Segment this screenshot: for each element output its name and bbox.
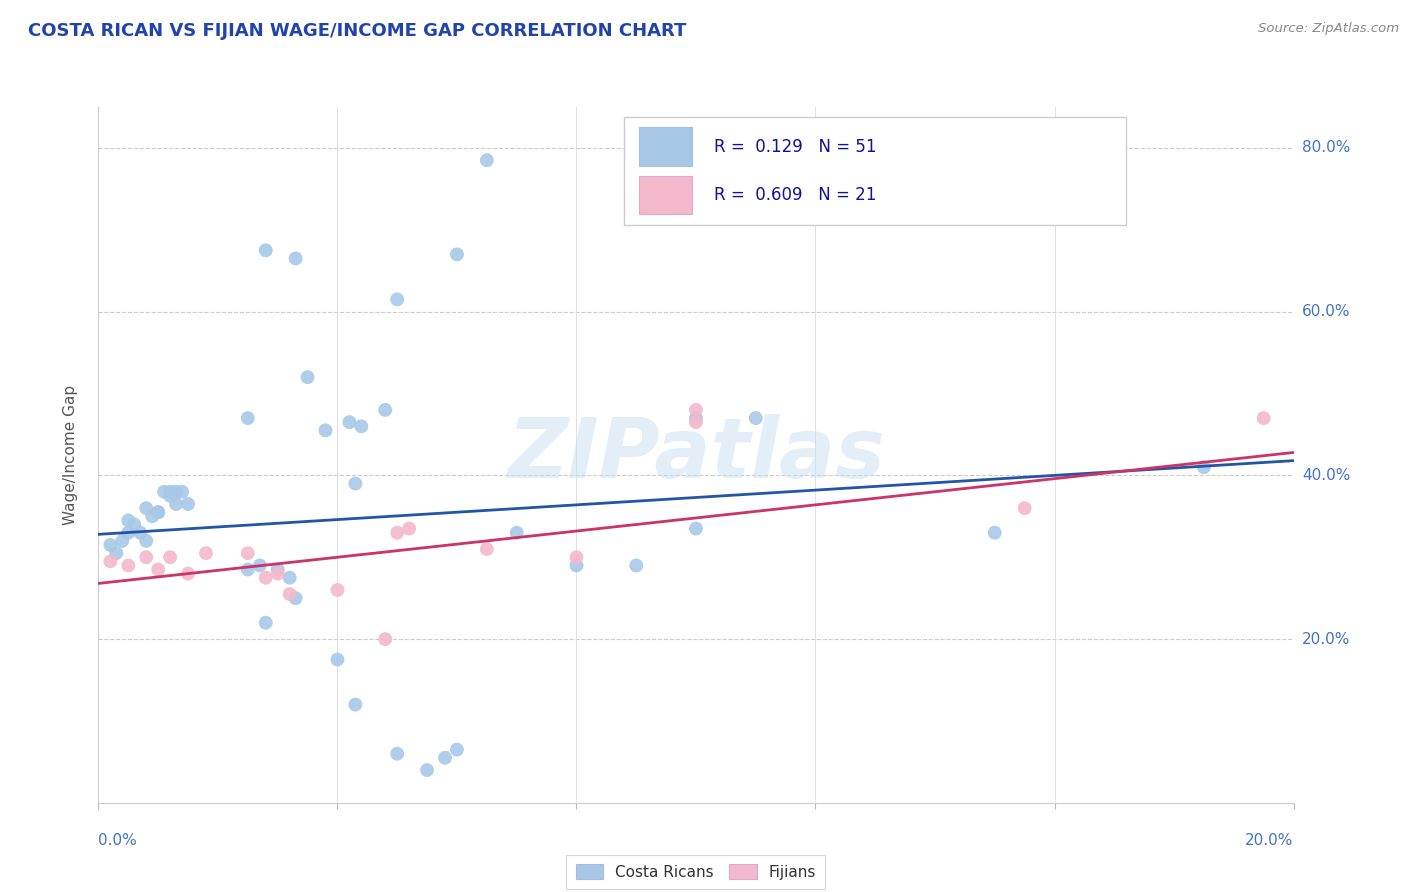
Point [236, 562, 259, 576]
Point [339, 415, 360, 429]
Point [983, 525, 1005, 540]
Point [177, 497, 200, 511]
FancyBboxPatch shape [638, 176, 692, 214]
Point [148, 505, 170, 519]
Point [284, 591, 307, 606]
Point [398, 522, 420, 536]
Point [141, 509, 163, 524]
Point [267, 566, 290, 581]
Point [111, 533, 134, 548]
Point [326, 582, 349, 597]
Text: R =  0.129   N = 51: R = 0.129 N = 51 [714, 137, 876, 155]
Point [135, 533, 157, 548]
Point [165, 497, 187, 511]
Point [117, 513, 139, 527]
Point [153, 484, 176, 499]
Point [177, 566, 200, 581]
Point [344, 476, 367, 491]
Point [446, 247, 468, 261]
Point [135, 550, 157, 565]
Point [267, 562, 290, 576]
Text: 80.0%: 80.0% [1302, 140, 1350, 155]
Point [165, 484, 187, 499]
Point [475, 542, 498, 557]
Point [98, 554, 122, 568]
Point [1192, 460, 1215, 475]
Point [374, 632, 396, 646]
Point [148, 562, 170, 576]
Point [148, 505, 170, 519]
Point [385, 525, 409, 540]
FancyBboxPatch shape [624, 118, 1126, 226]
Point [434, 751, 457, 765]
Point [565, 550, 588, 565]
Legend: Costa Ricans, Fijians: Costa Ricans, Fijians [567, 855, 825, 889]
Point [745, 411, 768, 425]
Point [249, 558, 271, 573]
FancyBboxPatch shape [638, 128, 692, 166]
Point [254, 615, 277, 630]
Point [236, 411, 259, 425]
Point [254, 244, 277, 258]
Text: COSTA RICAN VS FIJIAN WAGE/INCOME GAP CORRELATION CHART: COSTA RICAN VS FIJIAN WAGE/INCOME GAP CO… [28, 22, 686, 40]
Point [385, 747, 409, 761]
Point [1253, 411, 1275, 425]
Point [685, 522, 707, 536]
Point [117, 525, 139, 540]
Point [194, 546, 218, 560]
Point [117, 558, 139, 573]
Point [506, 525, 529, 540]
Text: 20.0%: 20.0% [1246, 833, 1294, 848]
Point [685, 411, 707, 425]
Point [685, 415, 707, 429]
Point [446, 742, 468, 756]
Point [105, 546, 128, 560]
Text: 40.0%: 40.0% [1302, 468, 1350, 483]
Point [685, 403, 707, 417]
Point [416, 763, 439, 777]
Point [254, 571, 277, 585]
Text: ZIPatlas: ZIPatlas [508, 415, 884, 495]
Point [159, 489, 181, 503]
Point [278, 587, 301, 601]
Point [475, 153, 498, 168]
Text: 0.0%: 0.0% [98, 833, 138, 848]
Text: Source: ZipAtlas.com: Source: ZipAtlas.com [1258, 22, 1399, 36]
Point [159, 484, 181, 499]
Point [172, 484, 194, 499]
Point [350, 419, 373, 434]
Point [135, 501, 157, 516]
Y-axis label: Wage/Income Gap: Wage/Income Gap [63, 384, 77, 525]
Point [385, 293, 409, 307]
Point [374, 403, 396, 417]
Point [326, 652, 349, 666]
Point [124, 517, 146, 532]
Point [284, 252, 307, 266]
Point [159, 550, 181, 565]
Point [98, 538, 122, 552]
Point [344, 698, 367, 712]
Text: 60.0%: 60.0% [1302, 304, 1350, 319]
Point [297, 370, 319, 384]
Point [315, 423, 337, 437]
Text: 20.0%: 20.0% [1302, 632, 1350, 647]
Point [565, 558, 588, 573]
Point [278, 571, 301, 585]
Point [1014, 501, 1036, 516]
Point [624, 558, 647, 573]
Text: R =  0.609   N = 21: R = 0.609 N = 21 [714, 186, 876, 204]
Point [236, 546, 259, 560]
Point [129, 525, 152, 540]
